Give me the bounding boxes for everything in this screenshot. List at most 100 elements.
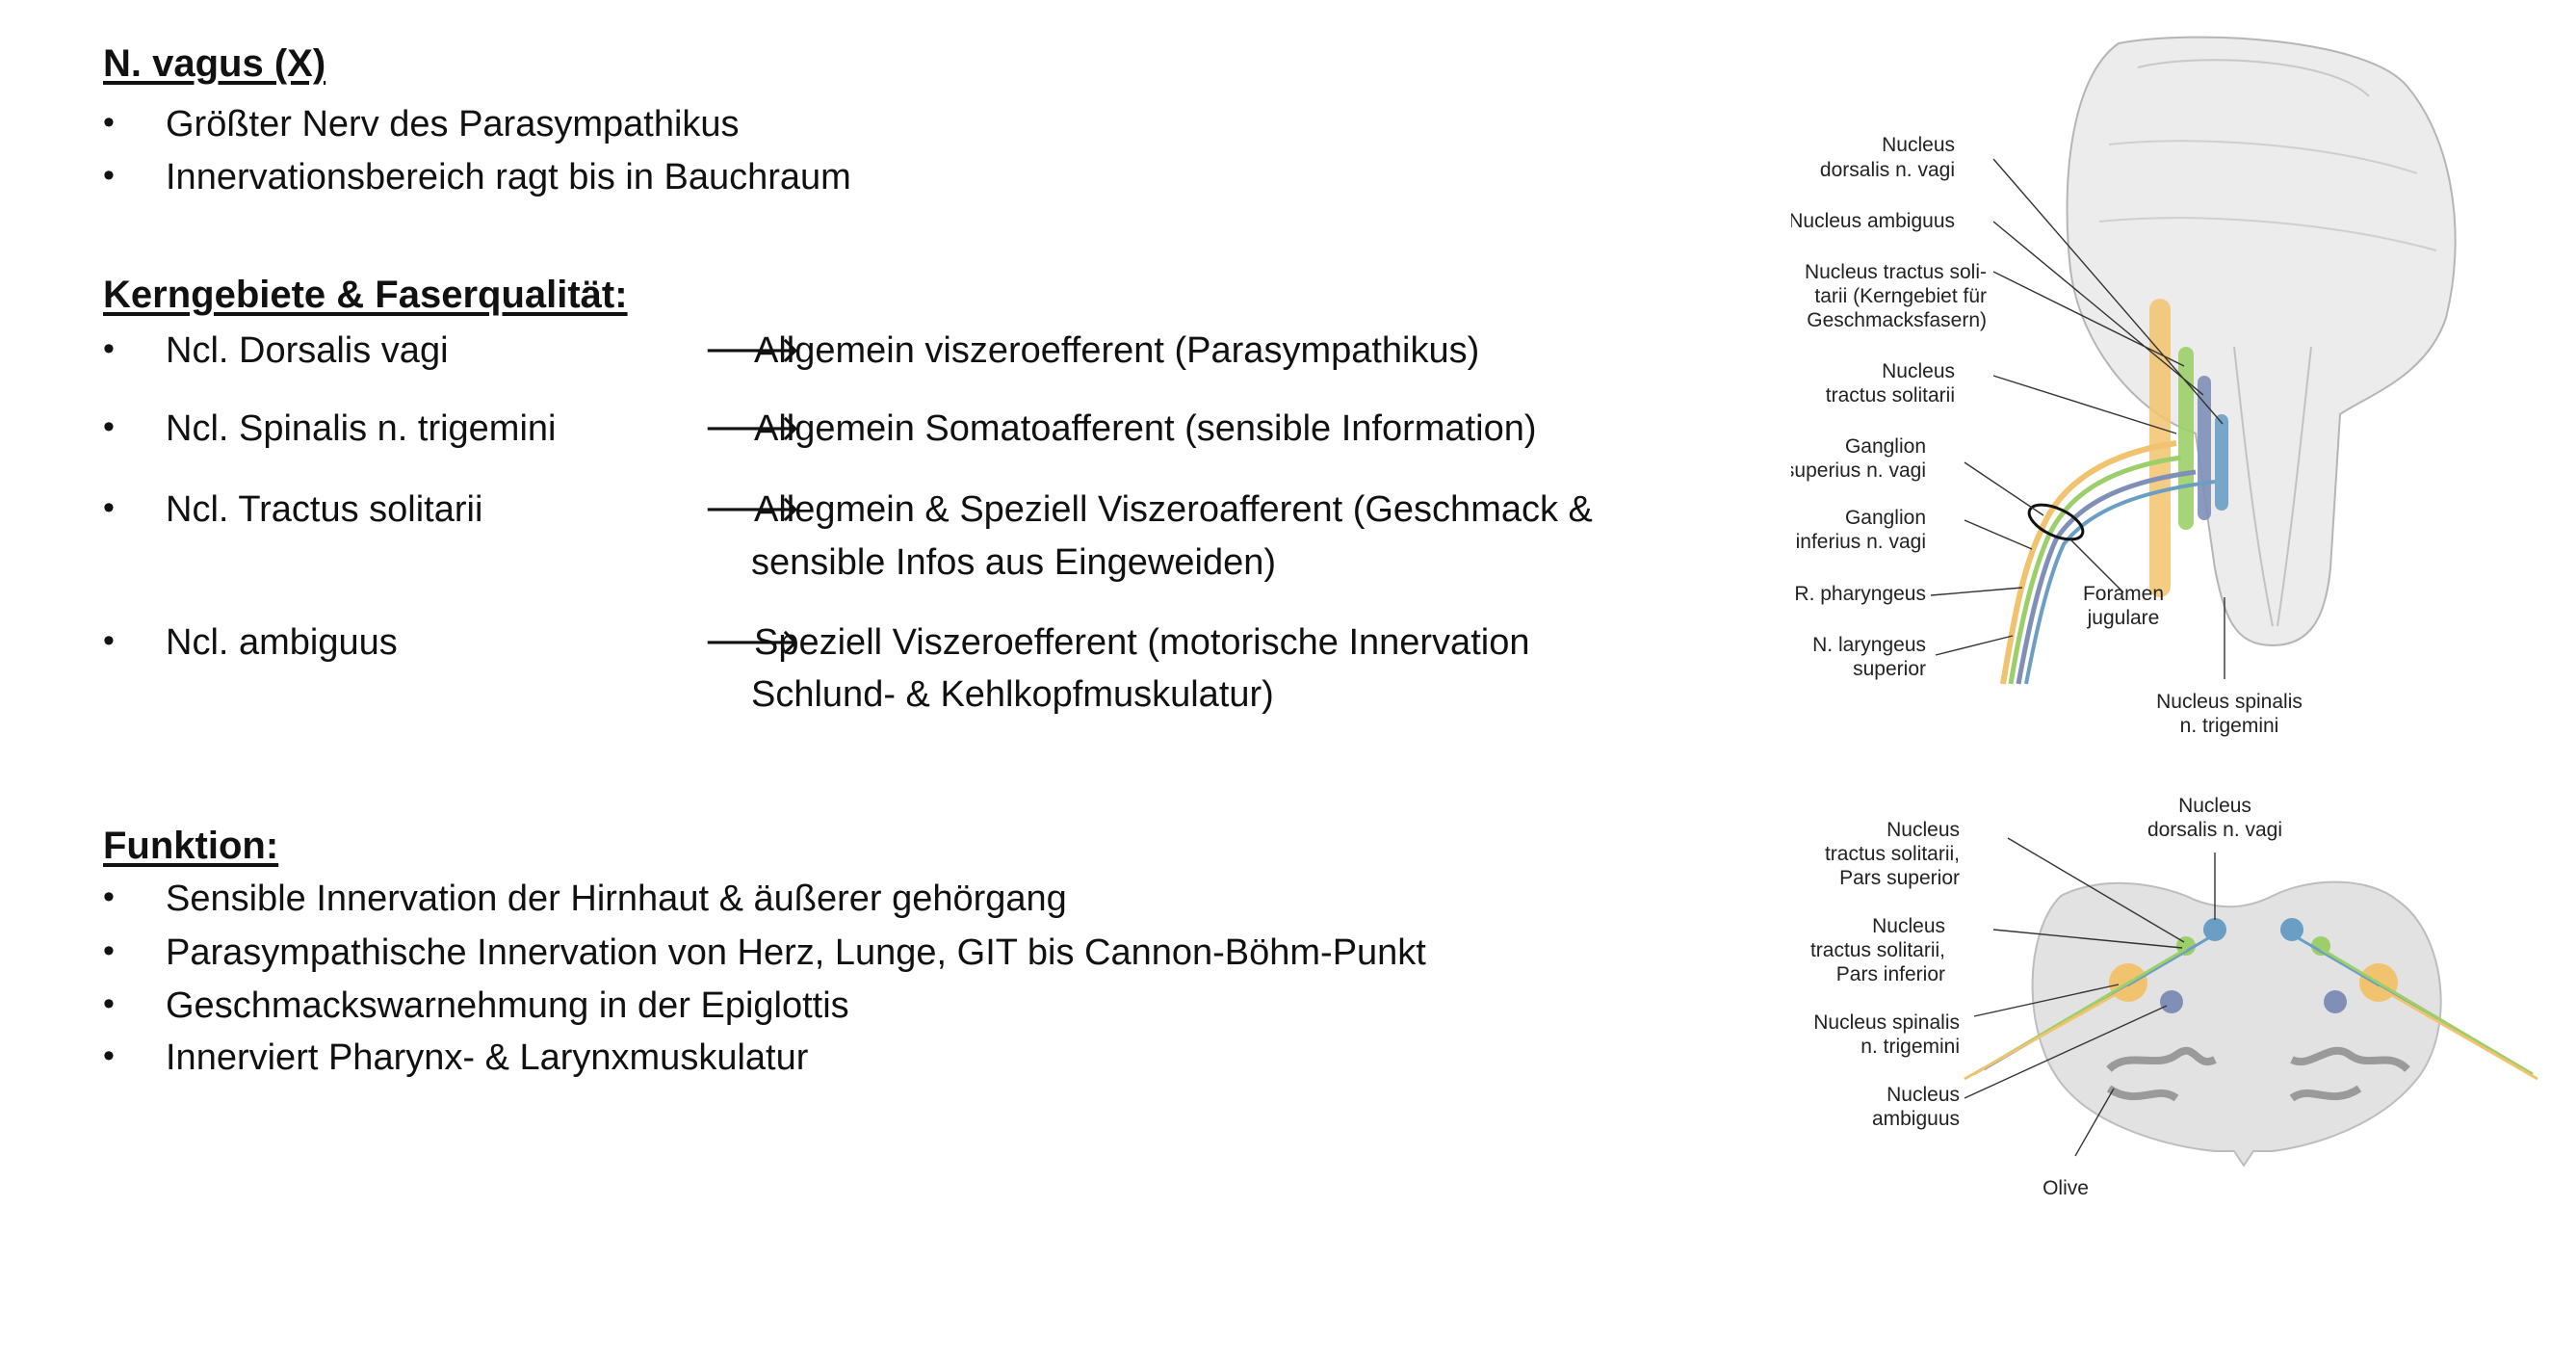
nucleus-description-cont: Schlund- & Kehlkopfmuskulatur): [751, 674, 1274, 715]
arrow-right-icon: 🡒: [703, 330, 801, 371]
fiber: [2378, 985, 2538, 1081]
function-text: Innerviert Pharynx- & Larynxmuskulatur: [166, 1037, 809, 1078]
label-ambiguus: Nucleus ambiguus: [1791, 210, 1955, 232]
function-text: Sensible Innervation der Hirnhaut & äuße…: [166, 879, 1067, 919]
nuclei-heading: Kerngebiete & Faserqualität:: [103, 274, 628, 316]
brainstem-shape: [2066, 36, 2457, 647]
label-r-pharyngeus: R. pharyngeus: [1794, 583, 1926, 605]
contour-line: [2137, 59, 2370, 97]
nucleus-description: Allgemein viszeroefferent (Parasympathik…: [754, 330, 1480, 371]
contour-line: [2108, 140, 2418, 174]
bullet-dot: •: [103, 157, 115, 194]
label-spinalis: Nucleus spinalis: [1813, 1011, 1960, 1034]
bullet-dot: •: [103, 330, 115, 367]
leader-line: [1964, 1005, 2168, 1099]
label-foramen: jugulare: [2087, 607, 2160, 629]
fibers: [1964, 932, 2538, 1081]
fiber: [2320, 947, 2534, 1076]
label-pars-inferior: Pars inferior: [1836, 963, 1945, 985]
contour-line: [2233, 346, 2274, 627]
function-text: Parasympathische Innervation von Herz, L…: [166, 932, 1426, 973]
label-tractus-solitarii: Nucleus tractus soli-: [1805, 261, 1987, 283]
leader-line: [1992, 375, 2177, 434]
medulla-cross-section-figure: Nucleus tractus solitarii, Pars superior…: [1810, 795, 2538, 1199]
label-pars-superior: Pars superior: [1839, 867, 1960, 889]
label-ambiguus: Nucleus: [1886, 1084, 1960, 1106]
label-dorsalis: dorsalis n. vagi: [2147, 819, 2282, 841]
leader-line: [1973, 984, 2120, 1017]
label-spinalis: n. trigemini: [2180, 715, 2279, 737]
label-spinalis: n. trigemini: [1860, 1036, 1960, 1058]
leader-line: [1992, 221, 2204, 396]
label-ambiguus: ambiguus: [1872, 1108, 1960, 1130]
label-pars-superior: tractus solitarii,: [1825, 843, 1960, 865]
page-title: N. vagus (X): [103, 42, 326, 85]
leader-line: [1935, 635, 2014, 656]
bullet-dot: •: [103, 985, 115, 1022]
bullet-dot: •: [103, 489, 115, 526]
nucleus-description: Allgemein Somatoafferent (sensible Infor…: [754, 408, 1537, 449]
bullet-dot: •: [103, 1037, 115, 1074]
dorsalis-nucleus-right: [2280, 918, 2303, 941]
leader-line: [1992, 271, 2185, 367]
foramen-ring: [2027, 503, 2085, 541]
label-tractus-solitarii: Geschmacksfasern): [1807, 309, 1987, 331]
leader-line: [1930, 587, 2023, 596]
bullet-dot: •: [103, 622, 115, 659]
contour-line: [2277, 346, 2312, 627]
label-pars-superior: Nucleus: [1886, 819, 1960, 841]
nucleus-description-cont: sensible Infos aus Eingeweiden): [751, 542, 1277, 583]
label-n-laryngeus: superior: [1853, 658, 1926, 680]
intro-text: Innervationsbereich ragt bis in Bauchrau…: [166, 157, 851, 197]
label-spinalis: Nucleus spinalis: [2156, 691, 2303, 713]
leader-line: [1992, 929, 2183, 949]
bullet-dot: •: [103, 879, 115, 915]
label-tractus: Nucleus: [1882, 360, 1955, 382]
arrow-right-icon: 🡒: [703, 489, 801, 530]
function-heading: Funktion:: [103, 825, 279, 867]
leader-line: [2074, 1088, 2115, 1157]
fiber: [1964, 985, 2129, 1081]
nerve-fiber: [2024, 480, 2216, 685]
label-ganglion-superius: Ganglion: [1845, 435, 1926, 458]
label-n-laryngeus: N. laryngeus: [1812, 634, 1926, 656]
intro-text: Größter Nerv des Parasympathikus: [166, 104, 740, 144]
contour-line: [2098, 217, 2437, 251]
arrow-right-icon: 🡒: [703, 622, 801, 663]
nucleus-name: Ncl. Tractus solitarii: [166, 489, 483, 530]
olive-left: [2106, 1085, 2179, 1102]
label-ganglion-inferius: inferius n. vagi: [1796, 531, 1926, 553]
bullet-dot: •: [103, 408, 115, 445]
label-tractus: tractus solitarii: [1826, 384, 1955, 407]
leader-line: [1964, 519, 2033, 550]
leader-line: [1964, 461, 2044, 516]
dorsalis-nucleus-column: [2215, 414, 2228, 511]
nucleus-description: Allegmein & Speziell Viszeroafferent (Ge…: [754, 489, 1593, 530]
olive-left: [2106, 1046, 2217, 1073]
leader-line: [2007, 837, 2185, 943]
function-text: Geschmackswarnehmung in der Epiglottis: [166, 985, 849, 1026]
label-pars-inferior: Nucleus: [1872, 915, 1945, 937]
nucleus-description: Speziell Viszeroefferent (motorische Inn…: [754, 622, 1530, 663]
label-ganglion-superius: superius n. vagi: [1791, 459, 1926, 482]
olive-right: [2289, 1085, 2362, 1102]
nucleus-name: Ncl. Spinalis n. trigemini: [166, 408, 557, 449]
ambiguus-nucleus-left: [2160, 990, 2183, 1013]
label-ganglion-inferius: Ganglion: [1845, 507, 1926, 529]
label-dorsalis: dorsalis n. vagi: [1820, 159, 1955, 181]
label-dorsalis: Nucleus: [1882, 134, 1955, 156]
label-foramen: Foramen: [2083, 583, 2164, 605]
label-olive: Olive: [2043, 1177, 2089, 1199]
nerve-fiber: [2016, 469, 2197, 685]
bullet-dot: •: [103, 104, 115, 141]
solitarius-nucleus-column: [2178, 347, 2194, 530]
label-pars-inferior: tractus solitarii,: [1810, 939, 1945, 961]
dorsalis-nucleus-left: [2203, 918, 2226, 941]
olive-right: [2290, 1046, 2410, 1073]
leader-lines: [1930, 158, 2225, 679]
label-tractus-solitarii: tarii (Kerngebiet für: [1814, 285, 1987, 307]
nucleus-name: Ncl. Dorsalis vagi: [166, 330, 449, 371]
ambiguus-nucleus-right: [2324, 990, 2347, 1013]
arrow-right-icon: 🡒: [703, 408, 801, 449]
